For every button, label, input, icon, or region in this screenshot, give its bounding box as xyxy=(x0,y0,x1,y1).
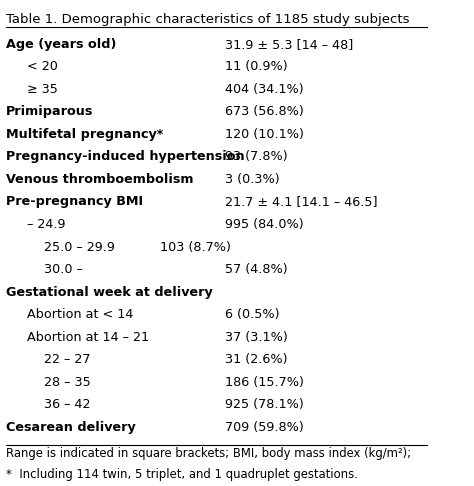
Text: Primiparous: Primiparous xyxy=(6,105,93,118)
Text: 995 (84.0%): 995 (84.0%) xyxy=(225,218,303,231)
Text: Pregnancy-induced hypertension: Pregnancy-induced hypertension xyxy=(6,150,244,163)
Text: 6 (0.5%): 6 (0.5%) xyxy=(225,308,279,321)
Text: 11 (0.9%): 11 (0.9%) xyxy=(225,60,288,73)
Text: *  Including 114 twin, 5 triplet, and 1 quadruplet gestations.: * Including 114 twin, 5 triplet, and 1 q… xyxy=(6,468,357,481)
Text: 925 (78.1%): 925 (78.1%) xyxy=(225,399,304,412)
Text: 31 (2.6%): 31 (2.6%) xyxy=(225,353,287,366)
Text: 120 (10.1%): 120 (10.1%) xyxy=(225,128,304,141)
Text: 36 – 42: 36 – 42 xyxy=(45,399,91,412)
Text: Pre-pregnancy BMI: Pre-pregnancy BMI xyxy=(6,195,143,208)
Text: Venous thromboembolism: Venous thromboembolism xyxy=(6,173,193,186)
Text: ≥ 35: ≥ 35 xyxy=(27,83,58,96)
Text: Gestational week at delivery: Gestational week at delivery xyxy=(6,286,212,299)
Text: < 20: < 20 xyxy=(27,60,58,73)
Text: Abortion at < 14: Abortion at < 14 xyxy=(27,308,134,321)
Text: Multifetal pregnancy*: Multifetal pregnancy* xyxy=(6,128,163,141)
Text: 30.0 –: 30.0 – xyxy=(45,263,83,276)
Text: 31.9 ± 5.3 [14 – 48]: 31.9 ± 5.3 [14 – 48] xyxy=(225,37,353,51)
Text: 25.0 – 29.9: 25.0 – 29.9 xyxy=(45,241,115,254)
Text: 186 (15.7%): 186 (15.7%) xyxy=(225,376,304,389)
Text: 57 (4.8%): 57 (4.8%) xyxy=(225,263,288,276)
Text: – 24.9: – 24.9 xyxy=(27,218,66,231)
Text: 404 (34.1%): 404 (34.1%) xyxy=(225,83,303,96)
Text: 709 (59.8%): 709 (59.8%) xyxy=(225,421,304,434)
Text: Age (years old): Age (years old) xyxy=(6,37,116,51)
Text: 22 – 27: 22 – 27 xyxy=(45,353,91,366)
Text: 3 (0.3%): 3 (0.3%) xyxy=(225,173,280,186)
Text: Range is indicated in square brackets; BMI, body mass index (kg/m²);: Range is indicated in square brackets; B… xyxy=(6,448,411,460)
Text: 28 – 35: 28 – 35 xyxy=(45,376,91,389)
Text: 103 (8.7%): 103 (8.7%) xyxy=(160,241,231,254)
Text: Table 1. Demographic characteristics of 1185 study subjects: Table 1. Demographic characteristics of … xyxy=(6,14,409,26)
Text: 93 (7.8%): 93 (7.8%) xyxy=(225,150,288,163)
Text: Cesarean delivery: Cesarean delivery xyxy=(6,421,136,434)
Text: 673 (56.8%): 673 (56.8%) xyxy=(225,105,304,118)
Text: 37 (3.1%): 37 (3.1%) xyxy=(225,331,288,344)
Text: 21.7 ± 4.1 [14.1 – 46.5]: 21.7 ± 4.1 [14.1 – 46.5] xyxy=(225,195,377,208)
Text: Abortion at 14 – 21: Abortion at 14 – 21 xyxy=(27,331,149,344)
